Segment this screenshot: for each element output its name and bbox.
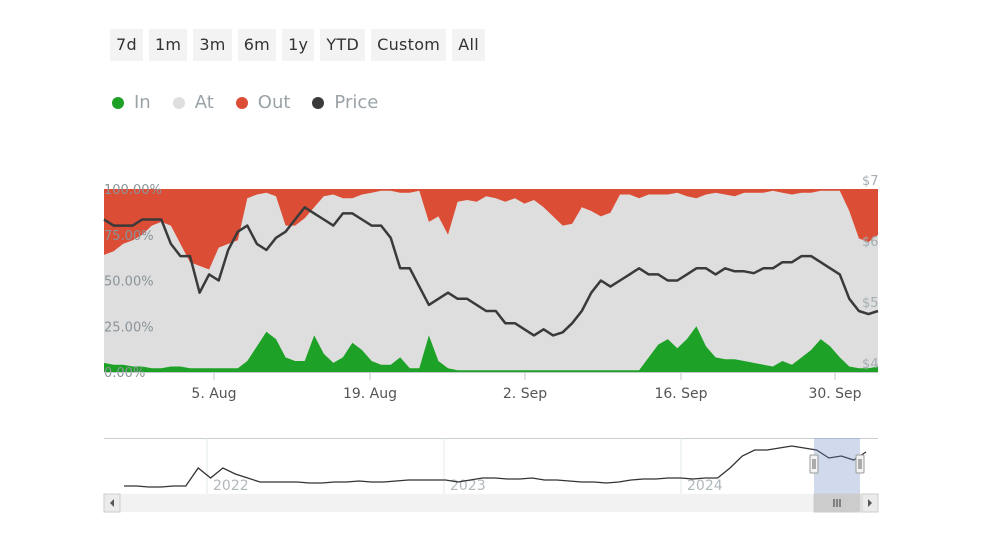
range-button-ytd[interactable]: YTD — [320, 29, 366, 61]
y-right-tick-label: $6 — [862, 235, 879, 250]
navigator-year-label: 2024 — [687, 478, 723, 494]
x-tick-label: 30. Sep — [808, 386, 861, 402]
legend-marker — [172, 96, 185, 109]
navigator-year-label: 2022 — [213, 478, 249, 494]
y-left-tick-label: 50.00% — [104, 275, 154, 290]
range-button-3m[interactable]: 3m — [193, 29, 232, 61]
legend-item-at[interactable]: At — [172, 92, 214, 113]
x-tick-label: 2. Sep — [503, 386, 547, 402]
range-button-7d[interactable]: 7d — [110, 29, 143, 61]
series-price-line — [103, 206, 879, 337]
y-left-tick-label: 0.00% — [104, 366, 145, 381]
y-left-tick-label: 75.00% — [104, 229, 154, 244]
y-right-tick-label: $4 — [862, 357, 879, 372]
range-button-all[interactable]: All — [452, 29, 485, 61]
series-in-area — [104, 326, 878, 372]
navigator-handle-right[interactable] — [855, 454, 865, 474]
scrollbar-track — [104, 494, 878, 512]
navigator-handle-left[interactable] — [809, 454, 819, 474]
range-button-1m[interactable]: 1m — [148, 29, 188, 61]
chevron-left-icon — [110, 499, 114, 507]
navigator-selection — [814, 438, 860, 494]
y-right-tick-label: $7 — [862, 174, 879, 189]
legend-marker — [235, 96, 248, 109]
y-left-tick-label: 25.00% — [104, 320, 154, 335]
range-button-1y[interactable]: 1y — [282, 29, 315, 61]
range-selector: 7d 1m 3m 6m 1y YTD Custom All — [110, 29, 485, 61]
x-tick-label: 5. Aug — [191, 386, 236, 402]
legend-label: In — [134, 92, 151, 113]
chevron-right-icon — [868, 499, 872, 507]
axis-layer: 0.00% 25.00% 50.00% 75.00% 100.00% $4 $5 $6 $7 5.… — [104, 174, 879, 402]
navigator-price-line — [124, 445, 867, 488]
legend-marker — [112, 96, 124, 109]
legend-label: At — [194, 92, 214, 113]
legend-label: Out — [257, 92, 291, 113]
legend-label: Price — [334, 92, 379, 113]
x-tick-label: 16. Sep — [654, 386, 707, 402]
legend-item-out[interactable]: Out — [235, 92, 291, 113]
range-button-6m[interactable]: 6m — [237, 29, 277, 61]
chart-legend: In At Out Price — [112, 92, 378, 113]
navigator[interactable]: 2022 2023 2024 — [103, 438, 879, 513]
legend-item-price[interactable]: Price — [312, 92, 378, 113]
series-out-area — [104, 189, 878, 270]
legend-item-in[interactable]: In — [112, 92, 151, 113]
area-layer — [103, 189, 879, 372]
y-left-tick-label: 100.00% — [104, 183, 162, 198]
x-tick-label: 19. Aug — [343, 386, 397, 402]
range-button-custom[interactable]: Custom — [371, 29, 447, 61]
y-right-tick-label: $5 — [862, 296, 879, 311]
legend-marker — [312, 96, 325, 109]
